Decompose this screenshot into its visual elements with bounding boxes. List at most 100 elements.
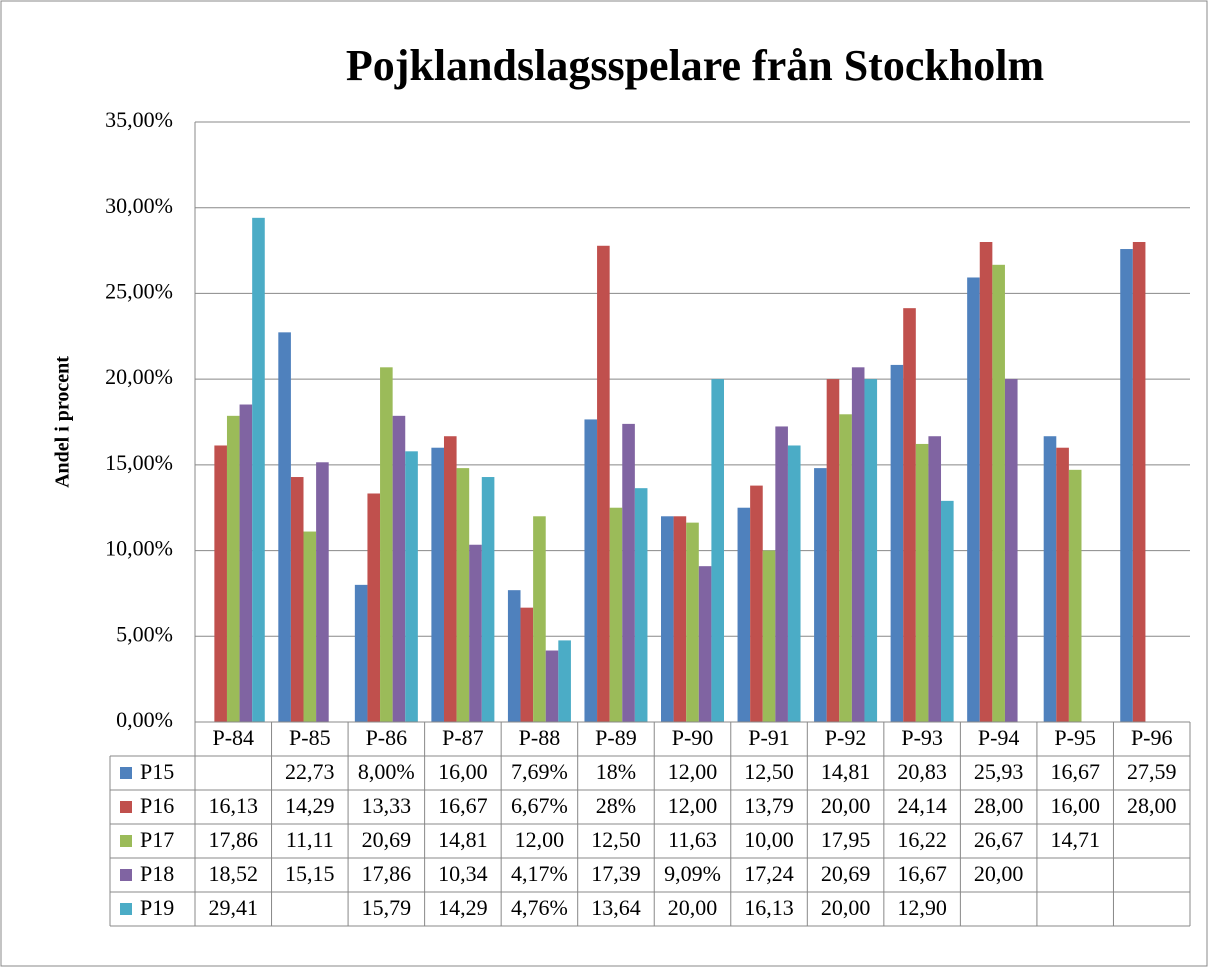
table-cell: 14,29 [438,895,488,920]
legend-label: P16 [140,793,174,818]
table-cell: 20,00 [821,895,871,920]
table-cell: 16,67 [1050,759,1100,784]
table-cell: 17,39 [591,861,641,886]
bar [303,531,317,722]
bar [903,308,916,722]
table-cell: 12,90 [897,895,947,920]
x-tick-label: P-93 [901,725,943,750]
table-cell: 16,00 [1050,793,1100,818]
table-cell: 22,73 [285,759,335,784]
table-cell: 4,76% [511,895,568,920]
x-tick-label: P-89 [595,725,637,750]
legend-label: P15 [140,759,174,784]
x-tick-label: P-90 [672,725,714,750]
bar [979,242,993,722]
bar [367,493,381,722]
legend-label: P17 [140,827,174,852]
legend-swatch [120,869,132,881]
bar [661,516,674,722]
table-cell: 12,50 [591,827,641,852]
bar [1068,469,1082,722]
y-tick-label: 0,00% [116,707,173,732]
bar [826,379,840,722]
bar [290,477,304,722]
legend-swatch [120,801,132,813]
table-cell: 12,00 [515,827,565,852]
bar [1056,447,1069,722]
table-cell: 20,00 [668,895,718,920]
bar [839,414,852,722]
table-cell: 10,00 [744,827,794,852]
bar [775,426,788,722]
bar [278,332,291,722]
chart-title: Pojklandslagsspelare från Stockholm [346,41,1044,90]
table-cell: 7,69% [511,759,568,784]
bar [533,516,546,722]
table-cell: 15,79 [362,895,412,920]
table-cell: 10,34 [438,861,488,886]
table-cell: 14,81 [821,759,871,784]
bar [469,544,482,722]
bar [941,500,954,722]
bar [673,516,687,722]
legend-swatch [120,903,132,915]
bar [1132,242,1146,722]
table-cell: 28,00 [1127,793,1177,818]
table-cell: 11,63 [668,827,717,852]
table-cell: 4,17% [511,861,568,886]
table-cell: 27,59 [1127,759,1177,784]
bar [814,468,827,722]
table-cell: 6,67% [511,793,568,818]
bar [380,367,393,722]
bar [481,477,495,722]
table-cell: 16,67 [897,861,947,886]
bar [737,507,751,722]
bar [584,419,598,722]
y-tick-label: 35,00% [105,107,173,132]
bar [851,367,865,722]
bar [456,468,470,722]
table-cell: 8,00% [358,759,415,784]
x-tick-label: P-86 [366,725,408,750]
table-cell: 26,67 [974,827,1024,852]
table-cell: 17,86 [209,827,259,852]
bar [597,245,610,722]
y-tick-label: 5,00% [116,621,173,646]
table-cell: 18% [596,759,636,784]
bar [967,277,980,722]
bar [992,264,1005,722]
table-cell: 29,41 [209,895,259,920]
table-cell: 24,14 [897,793,947,818]
x-tick-label: P-91 [748,725,790,750]
bar [864,379,878,722]
legend-swatch [120,835,132,847]
x-tick-label: P-96 [1131,725,1173,750]
x-tick-label: P-84 [212,725,254,750]
table-cell: 13,33 [362,793,412,818]
y-axis-label: Andel i procent [52,356,74,488]
table-cell: 16,13 [209,793,259,818]
y-tick-label: 30,00% [105,193,173,218]
legend-label: P19 [140,895,174,920]
table-cell: 20,00 [821,793,871,818]
x-tick-label: P-88 [519,725,561,750]
table-cell: 12,50 [744,759,794,784]
table-cell: 13,64 [591,895,641,920]
x-tick-label: P-87 [442,725,484,750]
bar [316,462,329,722]
table-cell: 17,24 [744,861,794,886]
table-cell: 12,00 [668,793,718,818]
table-cell: 14,81 [438,827,488,852]
bar [431,447,444,722]
y-tick-label: 25,00% [105,278,173,303]
table-cell: 20,69 [821,861,871,886]
bar [226,415,240,722]
bar [392,415,406,722]
bar [1043,436,1057,722]
table-cell: 16,13 [744,895,794,920]
bar [787,445,801,722]
bar [1004,379,1018,722]
bar [762,550,776,722]
x-tick-label: P-95 [1054,725,1096,750]
